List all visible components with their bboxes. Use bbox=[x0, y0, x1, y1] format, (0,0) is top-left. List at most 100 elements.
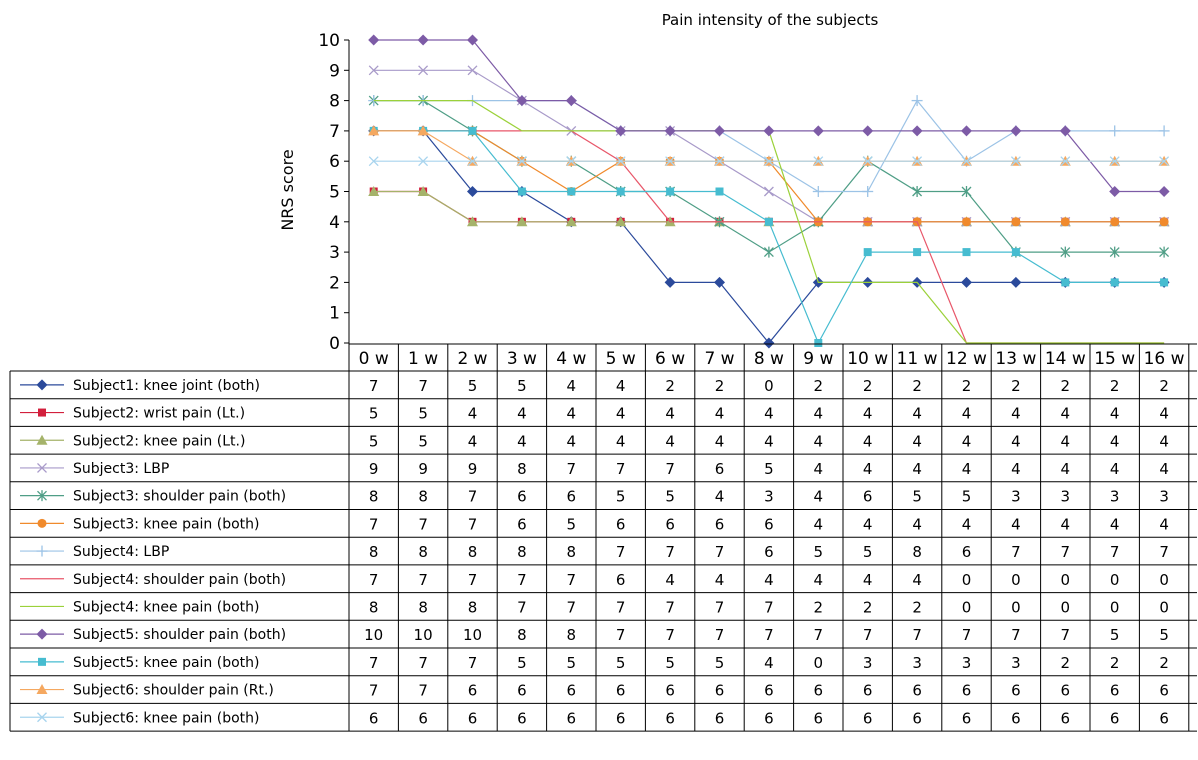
table-cell-value: 5 bbox=[863, 543, 873, 561]
table-cell-value: 5 bbox=[616, 654, 626, 672]
table-cell-value: 6 bbox=[1011, 709, 1021, 727]
legend-label: Subject2: wrist pain (Lt.) bbox=[73, 406, 245, 422]
table-cell-value: 4 bbox=[1011, 432, 1021, 450]
table-cell-value: 4 bbox=[912, 432, 922, 450]
table-cell-value: 5 bbox=[665, 654, 675, 672]
table-cell-value: 2 bbox=[912, 598, 922, 616]
table-cell-value: 8 bbox=[418, 488, 428, 506]
legend-label: Subject4: shoulder pain (both) bbox=[73, 572, 286, 588]
data-point bbox=[1011, 217, 1021, 227]
table-cell-value: 4 bbox=[1159, 460, 1169, 478]
table-cell-value: 8 bbox=[517, 460, 527, 478]
table-cell-value: 7 bbox=[369, 377, 379, 395]
x-category-label: 10 w bbox=[847, 349, 888, 369]
table-cell-value: 4 bbox=[567, 405, 577, 423]
data-point bbox=[1060, 156, 1071, 167]
legend-label: Subject6: shoulder pain (Rt.) bbox=[73, 683, 274, 699]
table-cell-value: 6 bbox=[764, 709, 774, 727]
table-cell-value: 6 bbox=[616, 709, 626, 727]
table-cell-value: 4 bbox=[665, 405, 675, 423]
table-cell-value: 4 bbox=[517, 405, 527, 423]
table-cell-value: 7 bbox=[1011, 626, 1021, 644]
table-cell-value: 4 bbox=[1159, 405, 1169, 423]
table-cell-value: 7 bbox=[418, 515, 428, 533]
data-point bbox=[368, 156, 379, 167]
data-point bbox=[714, 276, 725, 288]
table-cell-value: 4 bbox=[863, 515, 873, 533]
data-point bbox=[961, 276, 972, 288]
data-point bbox=[1010, 276, 1022, 288]
data-point bbox=[417, 186, 429, 196]
data-point bbox=[763, 246, 774, 258]
table-cell-value: 6 bbox=[567, 682, 577, 700]
table-cell-value: 4 bbox=[912, 571, 922, 589]
table-cell-value: 3 bbox=[1159, 488, 1169, 506]
data-point bbox=[666, 187, 675, 196]
data-point bbox=[862, 125, 874, 137]
table-cell-value: 6 bbox=[616, 571, 626, 589]
table-cell-value: 4 bbox=[665, 432, 675, 450]
table-cell-value: 4 bbox=[1110, 405, 1120, 423]
table-cell-value: 5 bbox=[567, 654, 577, 672]
table-cell-value: 5 bbox=[468, 377, 478, 395]
data-point bbox=[911, 125, 923, 137]
table-cell-value: 6 bbox=[814, 682, 824, 700]
table-cell-value: 3 bbox=[1110, 488, 1120, 506]
table-cell-value: 3 bbox=[863, 654, 873, 672]
data-point bbox=[368, 186, 380, 196]
table-cell-value: 6 bbox=[1061, 682, 1071, 700]
data-point bbox=[1160, 278, 1169, 287]
table-cell-value: 2 bbox=[1159, 377, 1169, 395]
table-row: Subject2: knee pain (Lt.) 5 5 4 4 4 4 4 4 4 4 4 4 4 4 4… bbox=[20, 432, 1169, 450]
table-cell-value: 7 bbox=[665, 460, 675, 478]
data-point bbox=[1010, 156, 1021, 167]
table-cell-value: 4 bbox=[517, 432, 527, 450]
x-category-label: 16 w bbox=[1144, 349, 1185, 369]
data-point bbox=[516, 216, 528, 227]
data-point bbox=[863, 248, 872, 257]
table-cell-value: 5 bbox=[962, 488, 972, 506]
data-point bbox=[1060, 217, 1070, 227]
table-cell-value: 4 bbox=[814, 432, 824, 450]
table-row: Subject4: knee pain (both) 8 8 8 7 7 7 7 7 7 2 2 2 0 0… bbox=[20, 598, 1169, 616]
table-cell-value: 4 bbox=[715, 405, 725, 423]
table-cell-value: 7 bbox=[369, 682, 379, 700]
table-cell-value: 5 bbox=[715, 654, 725, 672]
table-cell-value: 4 bbox=[715, 571, 725, 589]
data-point bbox=[1109, 156, 1120, 167]
table-cell-value: 4 bbox=[912, 515, 922, 533]
table-cell-value: 4 bbox=[1011, 515, 1021, 533]
table-cell-value: 7 bbox=[567, 598, 577, 616]
x-category-label: 7 w bbox=[704, 349, 734, 369]
x-category-label: 0 w bbox=[359, 349, 389, 369]
data-point bbox=[862, 186, 874, 197]
table-cell-value: 8 bbox=[369, 488, 379, 506]
table-cell-value: 7 bbox=[1011, 543, 1021, 561]
table-cell-value: 2 bbox=[912, 377, 922, 395]
table-cell-value: 4 bbox=[814, 515, 824, 533]
table-cell-value: 3 bbox=[1061, 488, 1071, 506]
table-cell-value: 8 bbox=[418, 543, 428, 561]
table-cell-value: 4 bbox=[912, 405, 922, 423]
data-point bbox=[962, 248, 971, 257]
x-category-label: 5 w bbox=[606, 349, 636, 369]
table-cell-value: 4 bbox=[1061, 405, 1071, 423]
table-cell-value: 3 bbox=[1011, 654, 1021, 672]
data-point bbox=[664, 125, 676, 137]
table-cell-value: 4 bbox=[468, 405, 478, 423]
legend-marker bbox=[36, 545, 48, 557]
data-point bbox=[368, 65, 379, 76]
table-cell-value: 7 bbox=[468, 654, 478, 672]
table-cell-value: 7 bbox=[715, 598, 725, 616]
table-cell-value: 6 bbox=[468, 709, 478, 727]
table-cell-value: 6 bbox=[962, 682, 972, 700]
legend-marker bbox=[36, 628, 48, 640]
legend-label: Subject3: knee pain (both) bbox=[73, 516, 259, 532]
table-cell-value: 3 bbox=[1011, 488, 1021, 506]
table-cell-value: 4 bbox=[665, 571, 675, 589]
data-point bbox=[566, 156, 577, 167]
table-cell-value: 4 bbox=[764, 571, 774, 589]
data-point bbox=[1061, 278, 1070, 287]
data-point bbox=[814, 339, 823, 347]
